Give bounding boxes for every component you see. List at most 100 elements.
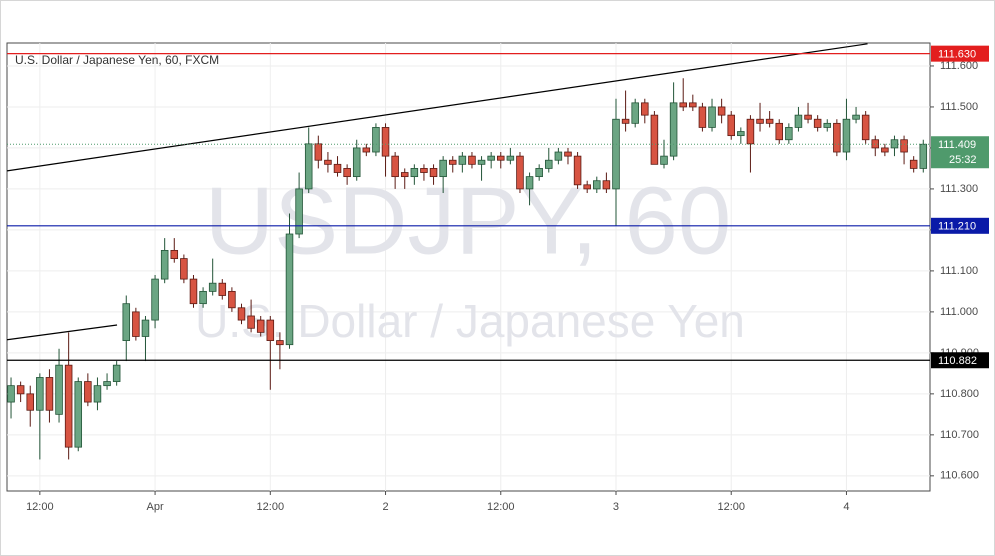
- price-tag-label: 111.630: [938, 49, 976, 61]
- candle-body: [151, 278, 159, 321]
- candle-body: [535, 168, 543, 178]
- candle-body: [372, 127, 380, 153]
- candle-body: [679, 102, 687, 108]
- trend-line: [6, 43, 868, 172]
- candle-body: [660, 155, 668, 165]
- x-tick-label: 3: [613, 501, 619, 513]
- candle-body: [669, 102, 678, 157]
- candle-body: [304, 143, 313, 190]
- candle-body: [487, 155, 495, 161]
- candle-body: [756, 118, 764, 124]
- x-tick-label: 12:00: [26, 501, 54, 513]
- candle-body: [170, 249, 179, 259]
- x-tick-label: 12:00: [717, 501, 745, 513]
- candle-body: [36, 377, 44, 411]
- candle-body: [545, 159, 553, 169]
- candle-body: [208, 282, 217, 292]
- candle-body: [650, 114, 659, 165]
- candle-body: [103, 381, 111, 387]
- watermark-subtitle: U.S. Dollar / Japanese Yen: [195, 295, 745, 347]
- candle-body: [352, 147, 361, 178]
- candle-body: [881, 147, 889, 153]
- candle-body: [477, 159, 486, 165]
- candle-body: [717, 106, 726, 116]
- candle-body: [7, 385, 15, 403]
- price-tag-label: 110.882: [938, 355, 977, 367]
- candle-body: [55, 364, 63, 415]
- candle-body: [391, 155, 399, 178]
- candle-body: [746, 118, 755, 145]
- candle-body: [593, 180, 601, 190]
- candle-body: [900, 139, 908, 153]
- candle-body: [525, 176, 534, 190]
- y-tick-label: 110.600: [940, 470, 979, 482]
- candle-body: [112, 364, 121, 382]
- y-tick-label: 110.700: [940, 429, 979, 441]
- candle-body: [641, 102, 649, 116]
- candle-body: [621, 118, 630, 124]
- candle-body: [64, 364, 73, 448]
- candle-body: [122, 303, 131, 341]
- price-tag: [931, 45, 989, 62]
- current-price-label: 111.409: [938, 139, 976, 151]
- y-tick-label: 111.000: [940, 306, 978, 318]
- candle-body: [842, 118, 851, 153]
- candle-body: [160, 249, 169, 280]
- candle-body: [218, 282, 227, 296]
- candle-body: [554, 151, 563, 161]
- candle-body: [16, 385, 25, 395]
- candle-body: [247, 315, 255, 329]
- candle-body: [506, 155, 515, 161]
- candle-body: [180, 258, 188, 280]
- y-tick-label: 110.800: [940, 388, 979, 400]
- candle-body: [612, 118, 620, 190]
- candle-body: [45, 377, 54, 411]
- price-tag: [931, 217, 989, 234]
- x-tick-label: Apr: [147, 501, 164, 513]
- candle-body: [74, 381, 83, 448]
- candle-body: [285, 233, 294, 346]
- candle-body: [26, 393, 34, 411]
- candle-body: [708, 106, 716, 128]
- candle-body: [497, 155, 505, 161]
- x-tick-label: 2: [382, 501, 388, 513]
- candle-body: [727, 114, 735, 137]
- candle-body: [919, 143, 928, 169]
- candle-body: [804, 114, 812, 120]
- candle-body: [429, 168, 438, 178]
- candle-body: [631, 102, 639, 124]
- candle-body: [84, 381, 92, 403]
- candle-body: [861, 114, 870, 141]
- candle-body: [228, 290, 236, 309]
- candle-body: [237, 307, 246, 321]
- candle-body: [689, 102, 697, 108]
- candle-body: [381, 127, 390, 157]
- candle-body: [794, 114, 803, 128]
- candle-body: [400, 172, 409, 178]
- candle-body: [199, 290, 207, 305]
- candle-body: [813, 118, 822, 128]
- candle-body: [276, 340, 284, 346]
- watermark: USDJPY, 60: [205, 167, 732, 274]
- candle-body: [295, 188, 303, 235]
- current-price-tag: [931, 136, 989, 169]
- plot-border: [6, 42, 931, 492]
- candle-body: [93, 385, 102, 403]
- candle-body: [852, 114, 860, 120]
- candle-body: [314, 143, 323, 161]
- candle-body: [833, 122, 841, 153]
- candle-body: [333, 163, 342, 173]
- candle-body: [785, 127, 793, 141]
- candle-body: [698, 106, 707, 128]
- candle-body: [324, 159, 332, 165]
- candle-body: [266, 319, 275, 341]
- candle-body: [448, 159, 457, 165]
- candle-body: [132, 311, 140, 337]
- y-tick-label: 111.500: [940, 101, 978, 113]
- candle-body: [141, 319, 150, 337]
- x-tick-label: 12:00: [257, 501, 285, 513]
- candle-body: [573, 155, 582, 186]
- candle-body: [516, 155, 524, 190]
